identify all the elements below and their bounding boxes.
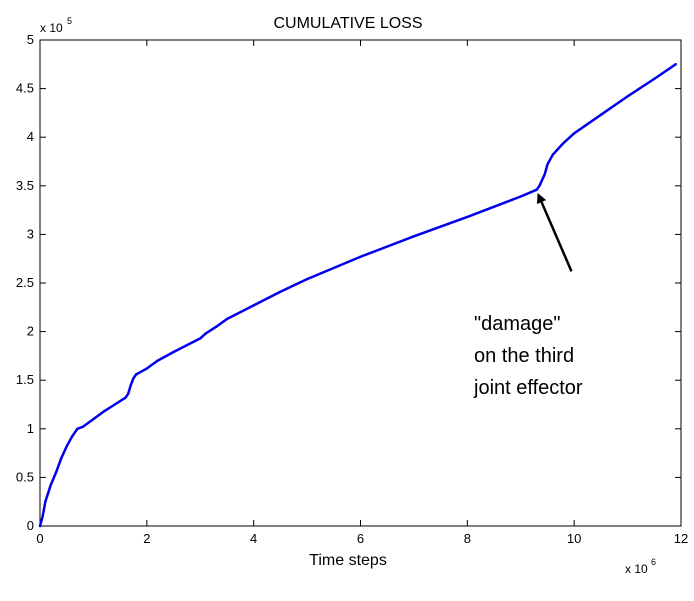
series-point	[535, 188, 538, 191]
y-tick-label: 4	[27, 129, 34, 144]
series-point	[225, 317, 229, 321]
annotation-text-line: joint effector	[473, 377, 583, 399]
annotation-arrow	[536, 192, 573, 272]
series-point	[102, 410, 106, 413]
y-tick-label: 2	[27, 324, 34, 339]
y-tick-label: 3.5	[16, 178, 34, 193]
series-point	[70, 435, 74, 438]
y-tick-label: 0.5	[16, 469, 34, 484]
series-point	[126, 392, 130, 396]
x-axis: 0 2 4 6 8 10 12	[36, 40, 688, 546]
series-point	[92, 417, 95, 421]
x-tick-label: 2	[143, 531, 150, 546]
series-point	[134, 373, 138, 376]
x-tick-label: 12	[674, 531, 688, 546]
series-point	[76, 427, 79, 430]
x-multiplier-base: x 10	[625, 562, 648, 576]
series-point	[81, 425, 84, 429]
series-point	[54, 471, 58, 474]
series-point	[172, 350, 175, 354]
series-point	[199, 337, 202, 340]
series-point	[551, 153, 554, 156]
y-tick-label: 1	[27, 421, 34, 436]
series-point	[519, 195, 522, 198]
x-tick-label: 8	[464, 531, 471, 546]
y-tick-label: 0	[27, 518, 34, 533]
series-point	[113, 403, 116, 406]
series-point	[49, 483, 52, 487]
x-multiplier: x 10 6	[625, 557, 656, 576]
y-tick-label: 3	[27, 226, 34, 241]
series-point	[129, 383, 133, 387]
y-multiplier-base: x 10	[40, 21, 63, 35]
x-multiplier-exponent: 6	[651, 557, 656, 567]
y-multiplier: x 10 5	[40, 16, 72, 35]
series-point	[41, 515, 44, 518]
series-point	[466, 215, 469, 219]
series-point	[572, 132, 576, 135]
series-point	[543, 172, 546, 176]
series-point	[305, 277, 309, 281]
annotation-layer: "damage" on the third joint effector	[473, 192, 583, 399]
series-point	[204, 332, 207, 335]
series-point	[359, 255, 362, 258]
plot-frame	[39, 39, 682, 527]
series-point	[626, 95, 629, 98]
series-point	[215, 325, 218, 328]
y-tick-label: 4.5	[16, 81, 34, 96]
series-point	[65, 445, 68, 448]
series-layer	[38, 63, 677, 528]
series-point	[562, 141, 565, 145]
y-multiplier-exponent: 5	[67, 16, 72, 26]
series-point	[412, 235, 416, 238]
x-tick-label: 0	[36, 531, 43, 546]
x-tick-label: 4	[250, 531, 257, 546]
x-tick-label: 6	[357, 531, 364, 546]
series-point	[44, 500, 47, 503]
series-point	[60, 456, 63, 460]
y-axis: 0 0.5 1 1.5 2 2.5 3 3.5 4 4.5 5	[16, 32, 681, 533]
series-point	[132, 377, 135, 380]
series-point	[674, 63, 677, 66]
series-point	[38, 524, 42, 528]
x-axis-label: Time steps	[309, 552, 387, 569]
series-point	[279, 290, 282, 293]
chart-title: CUMULATIVE LOSS	[273, 15, 422, 32]
series-point	[252, 304, 255, 307]
y-tick-label: 5	[27, 32, 34, 47]
annotation-text-line: on the third	[474, 345, 574, 367]
y-tick-label: 1.5	[16, 372, 34, 387]
series-point	[599, 113, 603, 117]
annotation-text-line: "damage"	[474, 313, 560, 335]
series-point	[145, 367, 149, 370]
series-point	[546, 163, 549, 166]
series-line	[38, 63, 677, 528]
x-tick-label: 10	[567, 531, 581, 546]
series-point	[156, 359, 159, 362]
series-point	[124, 396, 127, 399]
y-tick-label: 2.5	[16, 275, 34, 290]
series-point	[653, 77, 656, 81]
series-point	[538, 184, 541, 187]
